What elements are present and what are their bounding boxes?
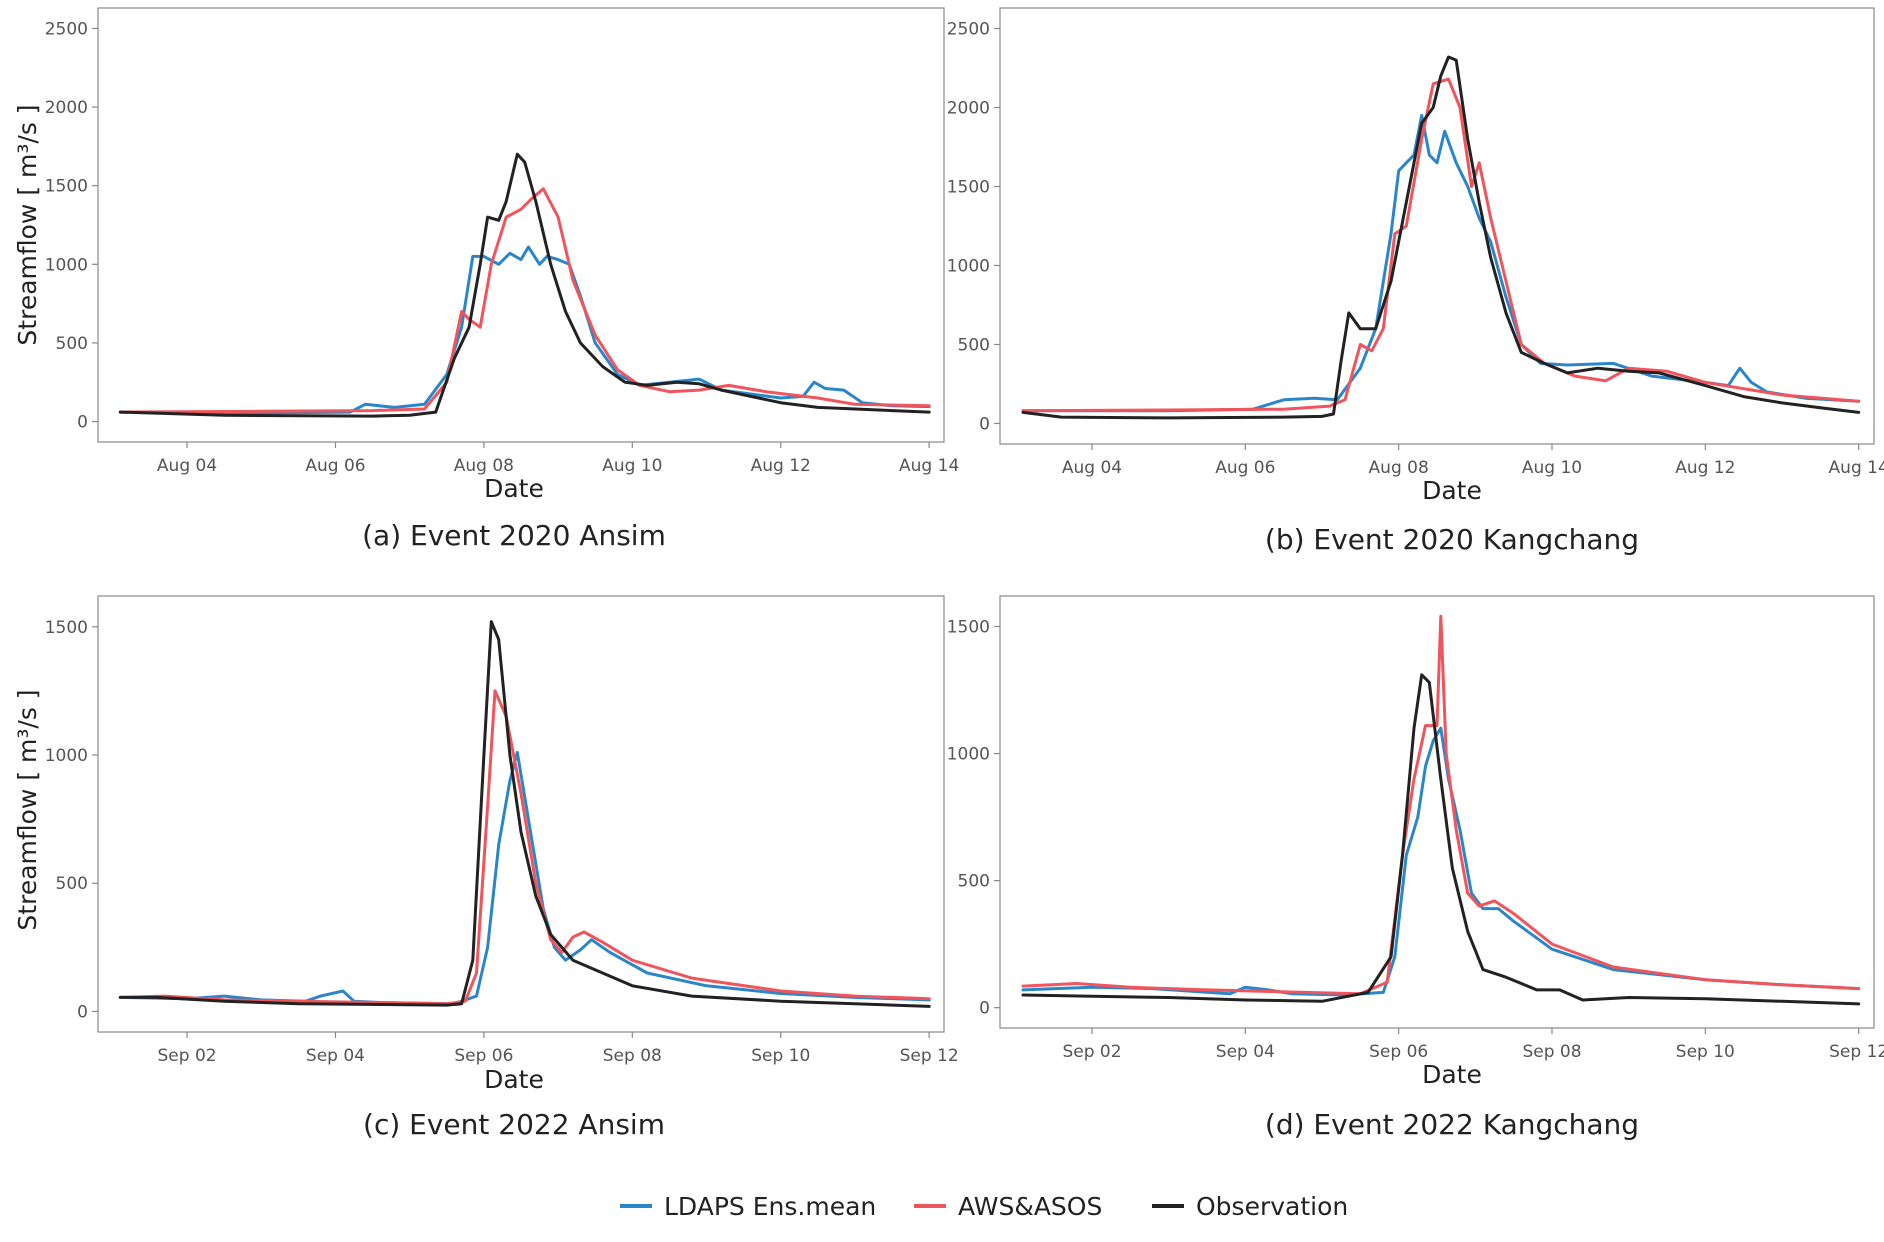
panel-b-ytick-label: 2500 [947,20,990,40]
panel-a-xtick-label: Aug 12 [751,456,811,476]
panel-c-xlabel: Date [484,1065,544,1094]
panel-c-ytick-label: 1500 [45,618,88,638]
panel-a-ticks: Aug 04 Aug 06 Aug 08 Aug 10 Aug 12 Aug 14 0 500… [45,19,960,476]
panel-c: Sep 02 Sep 04 Sep 06 Sep 08 Sep 10 Sep 12 0 500… [13,595,959,1141]
panel-d: Sep 02 Sep 04 Sep 06 Sep 08 Sep 10 Sep 12 0 500… [947,595,1884,1141]
panel-b-xtick-label: Aug 14 [1829,458,1884,478]
panel-d-xtick-label: Sep 02 [1062,1042,1121,1062]
panel-a-xtick-label: Aug 14 [899,456,959,476]
panel-d-xtick-label: Sep 12 [1829,1042,1884,1062]
panel-a-series-aws [118,187,931,414]
panel-b-xtick-label: Aug 08 [1369,458,1429,478]
panel-c-ticks: Sep 02 Sep 04 Sep 06 Sep 08 Sep 10 Sep 12 0 500… [45,618,959,1066]
panel-c-caption: (c) Event 2022 Ansim [363,1108,665,1141]
panel-c-xtick-label: Sep 12 [900,1046,959,1066]
panel-d-series-obs [1021,673,1861,1006]
panel-b-ytick-label: 500 [958,335,990,355]
panel-c-ytick-label: 1000 [45,746,88,766]
legend-label-obs: Observation [1196,1192,1348,1221]
panel-c-xtick-label: Sep 02 [158,1046,217,1066]
panel-c-xtick-label: Sep 06 [454,1046,513,1066]
panel-a-series-ldaps [118,245,931,415]
panel-b-ytick-label: 2000 [947,99,990,119]
panel-b: Aug 04 Aug 06 Aug 08 Aug 10 Aug 12 Aug 14 0 500… [947,7,1884,556]
panel-c-series-aws [118,689,931,1006]
panel-b-ytick-label: 0 [979,414,990,434]
panel-a-ytick-label: 1000 [45,255,88,275]
panel-c-series-obs [118,620,931,1008]
panel-d-ytick-label: 500 [958,872,990,892]
legend-label-ldaps: LDAPS Ens.mean [664,1192,876,1221]
panel-b-series-ldaps [1021,113,1861,413]
panel-a-ytick-label: 0 [77,413,88,433]
panel-a-frame [97,7,945,443]
panel-a-ylabel: Streamflow [ m³/s ] [13,104,42,345]
panel-d-lines [1021,614,1861,1006]
panel-a-ytick-label: 500 [56,334,88,354]
panel-c-series-ldaps [118,750,931,1006]
panel-a-series-obs [118,152,931,418]
panel-a-xlabel: Date [484,474,544,503]
panel-b-ytick-label: 1000 [947,256,990,276]
panel-b-frame [999,7,1875,445]
panel-b-xtick-label: Aug 04 [1062,458,1122,478]
panel-c-ytick-label: 0 [77,1002,88,1022]
legend: LDAPS Ens.mean AWS&ASOS Observation [620,1192,1348,1221]
panel-b-lines [1021,55,1861,420]
panel-d-xtick-label: Sep 10 [1676,1042,1735,1062]
panel-c-ytick-label: 500 [56,874,88,894]
panel-b-ytick-label: 1500 [947,178,990,198]
panel-d-xtick-label: Sep 06 [1369,1042,1428,1062]
legend-label-aws: AWS&ASOS [958,1192,1102,1221]
panel-d-ticks: Sep 02 Sep 04 Sep 06 Sep 08 Sep 10 Sep 12 0 500… [947,617,1884,1062]
panel-a-xtick-label: Aug 04 [157,456,217,476]
panel-c-xtick-label: Sep 10 [751,1046,810,1066]
panel-d-ytick-label: 1500 [947,617,990,637]
panel-c-ylabel: Streamflow [ m³/s ] [13,689,42,930]
panel-b-series-obs [1021,55,1861,420]
panel-a-ytick-label: 2000 [45,98,88,118]
panel-b-xtick-label: Aug 10 [1522,458,1582,478]
panel-b-caption: (b) Event 2020 Kangchang [1265,523,1639,556]
panel-b-series-aws [1021,77,1861,413]
panel-a-caption: (a) Event 2020 Ansim [362,519,666,552]
panel-a: Aug 04 Aug 06 Aug 08 Aug 10 Aug 12 Aug 14 0 500… [13,7,960,552]
panel-b-xlabel: Date [1422,476,1482,505]
panel-d-series-aws [1021,614,1861,996]
panel-c-frame [97,595,945,1033]
panel-b-xtick-label: Aug 06 [1215,458,1275,478]
panel-c-xtick-label: Sep 04 [306,1046,365,1066]
panel-b-ticks: Aug 04 Aug 06 Aug 08 Aug 10 Aug 12 Aug 14 0 500… [947,20,1884,478]
panel-a-xtick-label: Aug 06 [305,456,365,476]
panel-d-caption: (d) Event 2022 Kangchang [1265,1108,1639,1141]
panel-d-xlabel: Date [1422,1060,1482,1089]
panel-a-lines [118,152,931,418]
panel-d-xtick-label: Sep 08 [1522,1042,1581,1062]
panel-a-xtick-label: Aug 10 [602,456,662,476]
panel-a-ytick-label: 2500 [45,19,88,39]
panel-a-xtick-label: Aug 08 [454,456,514,476]
panel-d-ytick-label: 1000 [947,745,990,765]
panel-d-ytick-label: 0 [979,999,990,1019]
panel-c-xtick-label: Sep 08 [603,1046,662,1066]
panel-a-ytick-label: 1500 [45,177,88,197]
panel-b-xtick-label: Aug 12 [1675,458,1735,478]
panel-d-xtick-label: Sep 04 [1216,1042,1275,1062]
panel-c-lines [118,620,931,1008]
panel-d-frame [999,595,1875,1029]
